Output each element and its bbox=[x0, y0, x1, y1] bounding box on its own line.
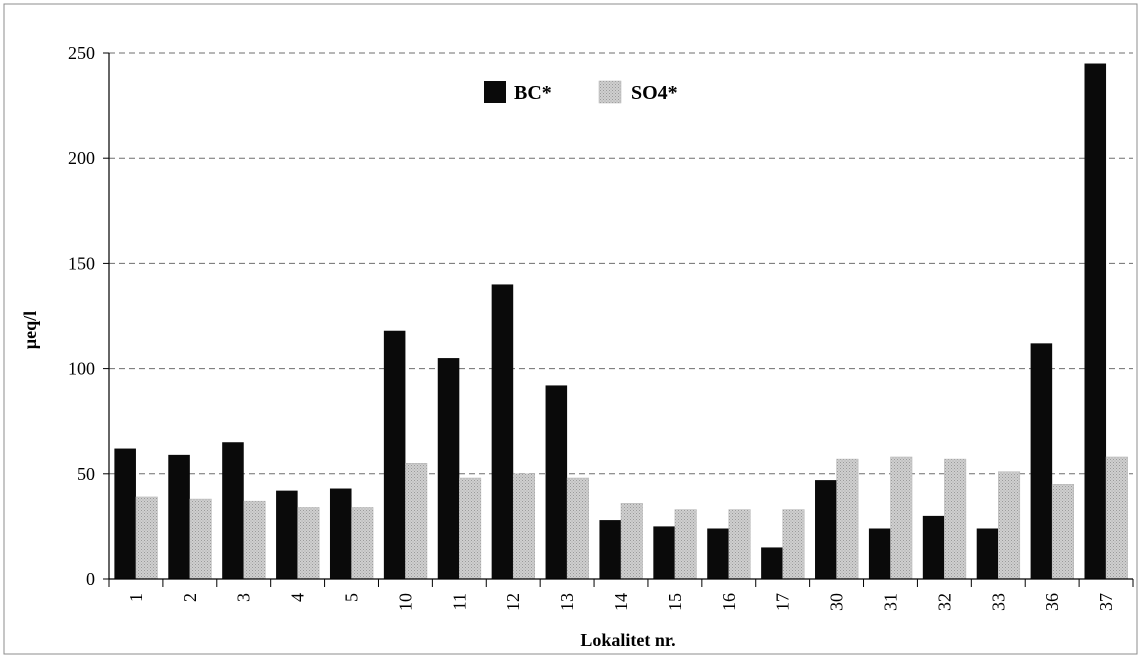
bar-so4 bbox=[512, 473, 536, 580]
bar-so4 bbox=[405, 463, 428, 580]
chart-border bbox=[3, 3, 1138, 655]
bar-so4 bbox=[890, 456, 913, 580]
bar-bc bbox=[1030, 343, 1053, 579]
legend-swatch-bc bbox=[484, 81, 506, 103]
bar-so4 bbox=[1051, 484, 1074, 580]
bars bbox=[114, 63, 1128, 580]
x-tick-label: 4 bbox=[288, 593, 308, 602]
bar-so4 bbox=[944, 458, 967, 580]
bar-bc bbox=[815, 480, 837, 579]
bar-bc bbox=[383, 330, 406, 579]
bar-so4 bbox=[459, 477, 482, 580]
x-tick-label: 15 bbox=[665, 593, 685, 611]
x-tick-label: 12 bbox=[503, 593, 523, 611]
y-tick-label: 250 bbox=[68, 43, 95, 63]
x-tick-label: 33 bbox=[988, 593, 1008, 611]
x-tick-label: 37 bbox=[1096, 593, 1116, 611]
y-tick-label: 150 bbox=[68, 253, 95, 273]
bar-bc bbox=[168, 454, 190, 579]
bar-so4 bbox=[836, 458, 859, 580]
x-tick-label: 13 bbox=[557, 593, 577, 611]
y-tick-label: 100 bbox=[68, 359, 95, 379]
bar-so4 bbox=[566, 477, 589, 580]
x-tick-label: 32 bbox=[934, 593, 954, 611]
x-tick-label: 16 bbox=[719, 593, 739, 611]
y-axis-title: µeq/l bbox=[20, 311, 40, 349]
bar-bc bbox=[922, 515, 945, 579]
bar-bc bbox=[545, 385, 568, 579]
bar-so4 bbox=[728, 509, 751, 580]
bar-bc bbox=[491, 284, 514, 579]
bar-bc bbox=[599, 520, 621, 579]
x-tick-label: 1 bbox=[126, 593, 146, 602]
x-tick-label: 3 bbox=[234, 593, 254, 602]
bar-so4 bbox=[189, 498, 212, 580]
bar-so4 bbox=[998, 471, 1021, 580]
x-tick-label: 14 bbox=[611, 593, 631, 611]
x-tick-label: 17 bbox=[773, 593, 793, 611]
x-axis-title: Lokalitet nr. bbox=[580, 630, 675, 650]
x-tick-label: 36 bbox=[1042, 593, 1062, 611]
bar-so4 bbox=[351, 507, 374, 580]
bar-so4 bbox=[782, 509, 805, 580]
y-tick-label: 50 bbox=[77, 464, 95, 484]
legend: BC* SO4* bbox=[484, 80, 678, 104]
bar-bc bbox=[1084, 63, 1107, 579]
bar-bc bbox=[761, 547, 783, 579]
x-tick-label: 10 bbox=[395, 593, 415, 611]
x-tick-label: 5 bbox=[342, 593, 362, 602]
x-tick-label: 2 bbox=[180, 593, 200, 602]
y-tick-label: 200 bbox=[68, 148, 95, 168]
y-tick-label: 0 bbox=[86, 569, 95, 589]
legend-label-bc: BC* bbox=[514, 82, 552, 104]
bar-bc bbox=[653, 526, 675, 579]
axes bbox=[103, 52, 1134, 587]
bar-so4 bbox=[674, 509, 697, 580]
bar-bc bbox=[976, 528, 999, 579]
bar-so4 bbox=[243, 500, 266, 580]
bar-bc bbox=[276, 490, 298, 579]
bar-bc bbox=[868, 528, 891, 579]
bar-bc bbox=[707, 528, 729, 579]
bar-bc bbox=[114, 448, 136, 579]
gridlines bbox=[109, 52, 1133, 475]
bar-so4 bbox=[620, 503, 643, 580]
bar-so4 bbox=[297, 507, 320, 580]
legend-swatch-so4 bbox=[598, 80, 622, 104]
legend-label-so4: SO4* bbox=[631, 82, 678, 104]
x-tick-labels: 1 2 3 4 5 10 11 12 13 14 15 16 17 30 31 32 33 36 37 bbox=[126, 593, 1116, 611]
x-tick-label: 30 bbox=[827, 593, 847, 611]
bar-so4 bbox=[1105, 456, 1128, 580]
x-tick-label: 31 bbox=[880, 593, 900, 611]
x-tick-label: 11 bbox=[449, 593, 469, 610]
bar-bc bbox=[222, 442, 244, 579]
bar-bc bbox=[329, 488, 352, 579]
bar-bc bbox=[437, 358, 460, 579]
bar-so4 bbox=[135, 496, 158, 580]
y-tick-labels: 0 50 100 150 200 250 bbox=[68, 43, 95, 589]
